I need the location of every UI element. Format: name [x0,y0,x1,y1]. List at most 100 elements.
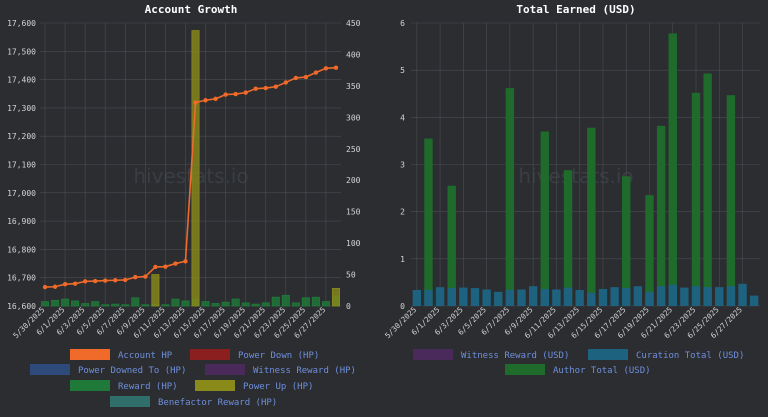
line-point [143,274,148,279]
author-bar [563,170,573,306]
y-tick-label: 2 [400,208,405,217]
line-point [283,80,289,85]
author-bar [622,176,631,306]
account-growth-chart: Account Growth hivestats.io 16,60016,700… [7,3,361,408]
author-bar [668,33,677,306]
bar [291,302,300,307]
legend-swatch [70,380,110,391]
bar [111,303,120,307]
author-bar [424,138,433,306]
curation-bar [656,286,666,306]
y-tick-label: 0 [400,302,405,311]
bar [311,296,320,307]
y-tick-label-right: 250 [346,145,361,154]
author-bar [691,92,701,306]
line-point [233,91,238,97]
legend-label: Power Downed To (HP) [78,366,186,376]
y-tick-label-left: 16,900 [7,217,36,226]
line-point [253,86,258,91]
line-point [153,264,158,270]
curation-bar [552,289,561,306]
curation-bar [668,284,677,306]
line-point [303,74,309,80]
y-tick-label-left: 17,000 [7,189,36,198]
bar [221,301,230,307]
author-bar [587,127,596,307]
line-point [42,284,48,290]
y-tick-label: 5 [400,66,405,75]
line-point [113,278,118,283]
y-tick-label-right: 350 [346,82,361,91]
bar [161,304,170,307]
bar [241,302,250,307]
legend-swatch [205,364,245,375]
y-tick-label-left: 17,400 [7,76,36,85]
curation-bar [633,286,643,306]
bar [181,300,190,307]
bar [151,274,160,307]
author-bar [726,95,736,306]
bar [51,299,60,307]
bar [201,301,210,307]
bar [41,301,50,307]
account-hp-line [44,66,337,288]
bar [171,298,180,307]
line-point [103,278,108,283]
legend-swatch [70,349,110,360]
legend-label: Witness Reward (USD) [461,351,569,361]
line-point [82,279,88,284]
line-point [193,100,198,105]
y-tick-label-right: 100 [346,239,361,248]
y-tick-label-left: 17,200 [7,132,36,141]
total-earned-chart: Total Earned (USD) hivestats.io 01234565… [383,3,760,376]
bar [121,304,130,307]
line-point [62,282,68,287]
legend-label: Witness Reward (HP) [253,366,356,376]
curation-bar [703,287,712,306]
y-tick-label: 4 [400,113,405,122]
author-bar [703,73,712,307]
line-point [72,281,78,286]
author-bar [505,88,515,306]
bar [331,287,340,307]
y-tick-label: 1 [400,255,405,264]
bar [211,303,220,307]
author-bar [645,195,654,306]
curation-bar [726,286,736,306]
line-point [243,90,248,95]
y-tick-label: 3 [400,161,405,170]
legend-swatch [588,349,628,360]
line-point [333,65,339,70]
curation-bar [738,283,747,306]
line-point [52,284,58,289]
legend-swatch [190,349,230,360]
curation-bar [528,286,538,306]
curation-bar [575,289,584,306]
bar [191,30,200,307]
curation-bar [680,287,689,306]
curation-bar [459,287,468,306]
y-tick-label-left: 16,800 [7,245,36,254]
legend-label: Author Total (USD) [553,366,651,376]
line-point [203,98,208,103]
legend: Witness Reward (USD) Curation Total (USD)… [413,349,744,376]
author-bar [447,185,456,306]
y-tick-label-right: 200 [346,176,361,185]
curation-bar [622,288,631,306]
y-tick-label-left: 16,700 [7,274,36,283]
legend-label: Power Down (HP) [238,351,319,361]
curation-bar [691,286,701,306]
bar [81,303,90,307]
bar [271,296,280,307]
y-tick-label-left: 16,600 [7,302,36,311]
y-tick-label-left: 17,600 [7,19,36,28]
legend-swatch [110,396,150,407]
bar [71,300,80,307]
bar [101,304,110,307]
author-bar [656,125,666,306]
bar [281,294,290,307]
line-point [273,84,278,89]
curation-bar [749,295,759,306]
curation-bar [470,288,480,306]
y-tick-label-left: 17,300 [7,104,36,113]
